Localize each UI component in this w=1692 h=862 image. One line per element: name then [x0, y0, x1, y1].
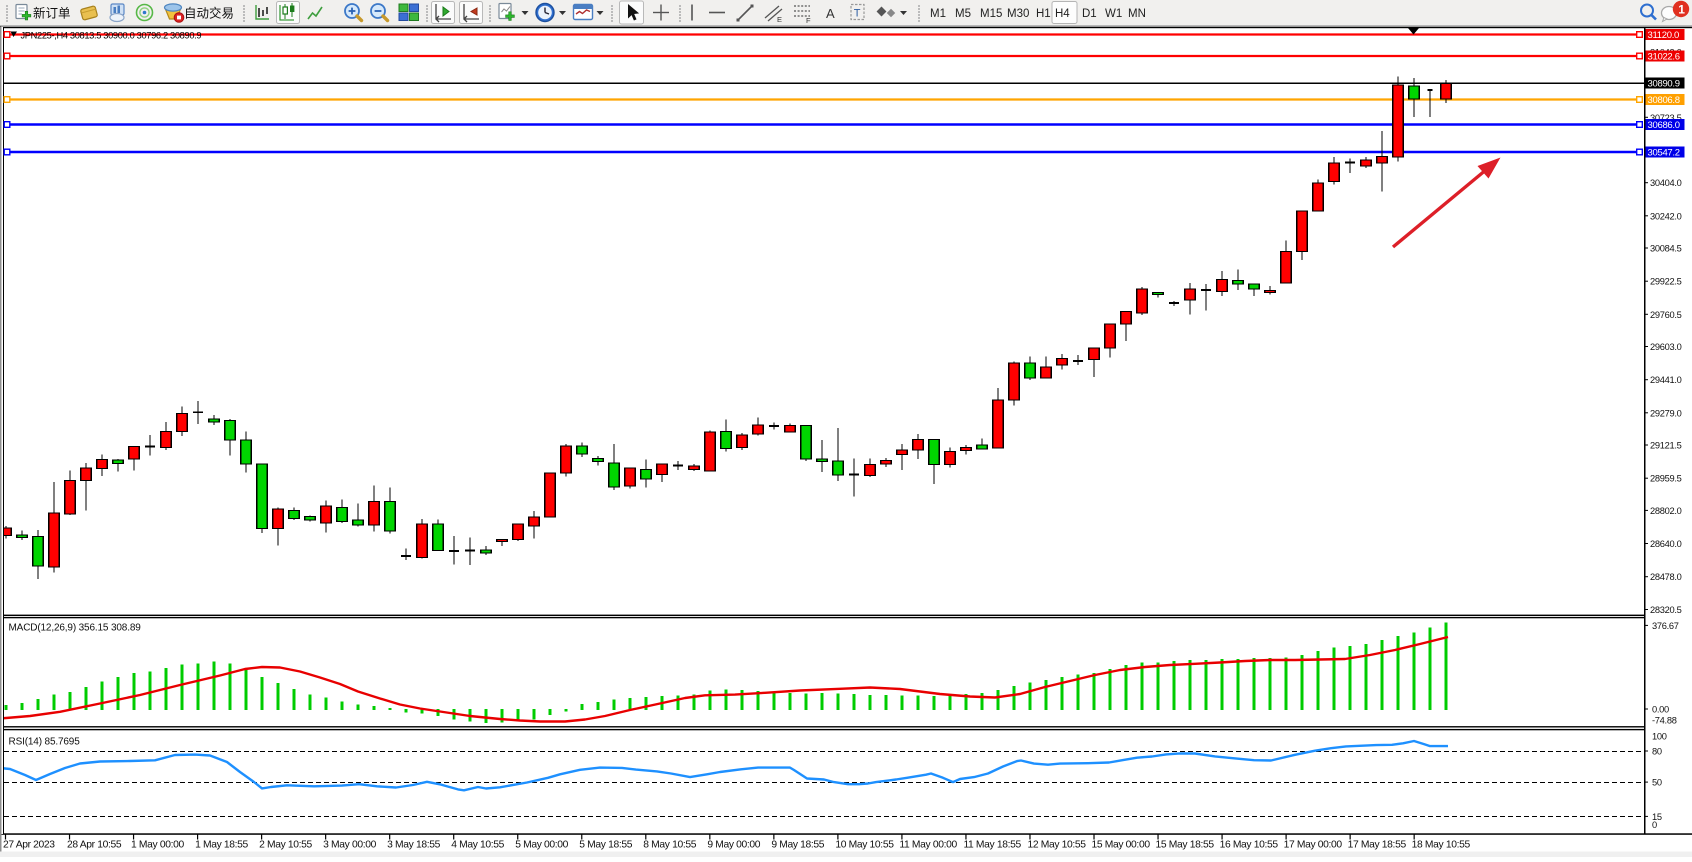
svg-text:M30: M30 [1007, 8, 1029, 20]
svg-text:5 May 18:55: 5 May 18:55 [579, 840, 632, 851]
svg-text:10 May 10:55: 10 May 10:55 [835, 840, 894, 851]
svg-text:W1: W1 [1105, 8, 1122, 20]
svg-text:30404.0: 30404.0 [1650, 178, 1682, 188]
svg-text:27 Apr 2023: 27 Apr 2023 [3, 840, 55, 851]
svg-text:100: 100 [1652, 731, 1667, 741]
svg-text:29922.5: 29922.5 [1650, 277, 1682, 287]
svg-text:80: 80 [1652, 747, 1662, 757]
svg-text:18 May 10:55: 18 May 10:55 [1412, 840, 1471, 851]
svg-text:15 May 18:55: 15 May 18:55 [1156, 840, 1215, 851]
svg-text:30242.0: 30242.0 [1650, 211, 1682, 221]
svg-text:9 May 00:00: 9 May 00:00 [707, 840, 760, 851]
svg-text:31120.0: 31120.0 [1648, 30, 1680, 41]
svg-text:E: E [777, 15, 782, 24]
svg-text:28 Apr 10:55: 28 Apr 10:55 [67, 840, 122, 851]
svg-text:16 May 10:55: 16 May 10:55 [1220, 840, 1279, 851]
svg-text:1 May 18:55: 1 May 18:55 [195, 840, 248, 851]
svg-text:11 May 00:00: 11 May 00:00 [899, 840, 957, 851]
svg-text:30806.8: 30806.8 [1648, 95, 1680, 106]
svg-text:T: T [854, 8, 861, 20]
svg-text:15: 15 [1652, 812, 1662, 822]
svg-text:29121.5: 29121.5 [1650, 441, 1682, 451]
svg-text:28802.0: 28802.0 [1650, 506, 1682, 516]
svg-text:D1: D1 [1082, 8, 1097, 20]
svg-text:30890.9: 30890.9 [1648, 79, 1680, 90]
svg-text:4 May 10:55: 4 May 10:55 [451, 840, 504, 851]
svg-text:50: 50 [1652, 778, 1662, 788]
svg-text:RSI(14) 85.7695: RSI(14) 85.7695 [9, 737, 81, 748]
svg-text:MACD(12,26,9) 356.15 308.89: MACD(12,26,9) 356.15 308.89 [9, 623, 142, 634]
svg-text:M15: M15 [980, 8, 1002, 20]
svg-text:0: 0 [1652, 820, 1657, 830]
svg-text:30686.0: 30686.0 [1648, 120, 1680, 131]
svg-text:-74.88: -74.88 [1652, 715, 1677, 725]
svg-text:17 May 00:00: 17 May 00:00 [1284, 840, 1343, 851]
svg-text:31022.6: 31022.6 [1648, 52, 1680, 63]
svg-text:MN: MN [1128, 8, 1146, 20]
svg-text:28640.0: 28640.0 [1650, 539, 1682, 549]
svg-text:8 May 10:55: 8 May 10:55 [643, 840, 696, 851]
svg-text:376.67: 376.67 [1652, 621, 1679, 631]
svg-text:30723.5: 30723.5 [1650, 113, 1682, 123]
svg-text:29603.0: 29603.0 [1650, 342, 1682, 352]
svg-text:30084.5: 30084.5 [1650, 244, 1682, 254]
svg-text:JPN225-,H4 30813.5 30900.0 30: JPN225-,H4 30813.5 30900.0 30796.2 30890… [21, 30, 202, 40]
svg-text:9 May 18:55: 9 May 18:55 [771, 840, 824, 851]
svg-text:15 May 00:00: 15 May 00:00 [1092, 840, 1151, 851]
svg-text:29760.5: 29760.5 [1650, 310, 1682, 320]
svg-text:0.00: 0.00 [1652, 705, 1669, 715]
svg-text:3 May 18:55: 3 May 18:55 [387, 840, 440, 851]
svg-text:M1: M1 [930, 8, 946, 20]
svg-text:F: F [806, 16, 811, 25]
svg-text:1 May 00:00: 1 May 00:00 [131, 840, 184, 851]
svg-text:H1: H1 [1036, 8, 1051, 20]
svg-text:29279.0: 29279.0 [1650, 408, 1682, 418]
svg-text:30547.2: 30547.2 [1648, 148, 1680, 159]
svg-text:29441.0: 29441.0 [1650, 375, 1682, 385]
svg-text:A: A [826, 6, 835, 21]
svg-text:2 May 10:55: 2 May 10:55 [259, 840, 312, 851]
svg-text:17 May 18:55: 17 May 18:55 [1348, 840, 1407, 851]
svg-text:28478.0: 28478.0 [1650, 572, 1682, 582]
svg-text:28959.5: 28959.5 [1650, 474, 1682, 484]
svg-text:新订单: 新订单 [33, 6, 71, 21]
svg-text:H4: H4 [1055, 8, 1070, 20]
svg-text:3 May 00:00: 3 May 00:00 [323, 840, 376, 851]
svg-text:5 May 00:00: 5 May 00:00 [515, 840, 568, 851]
svg-text:自动交易: 自动交易 [184, 6, 234, 21]
svg-text:12 May 10:55: 12 May 10:55 [1027, 840, 1086, 851]
svg-text:28320.5: 28320.5 [1650, 605, 1682, 615]
svg-text:M5: M5 [955, 8, 971, 20]
svg-text:1: 1 [1678, 2, 1685, 16]
svg-text:11 May 18:55: 11 May 18:55 [963, 840, 1021, 851]
